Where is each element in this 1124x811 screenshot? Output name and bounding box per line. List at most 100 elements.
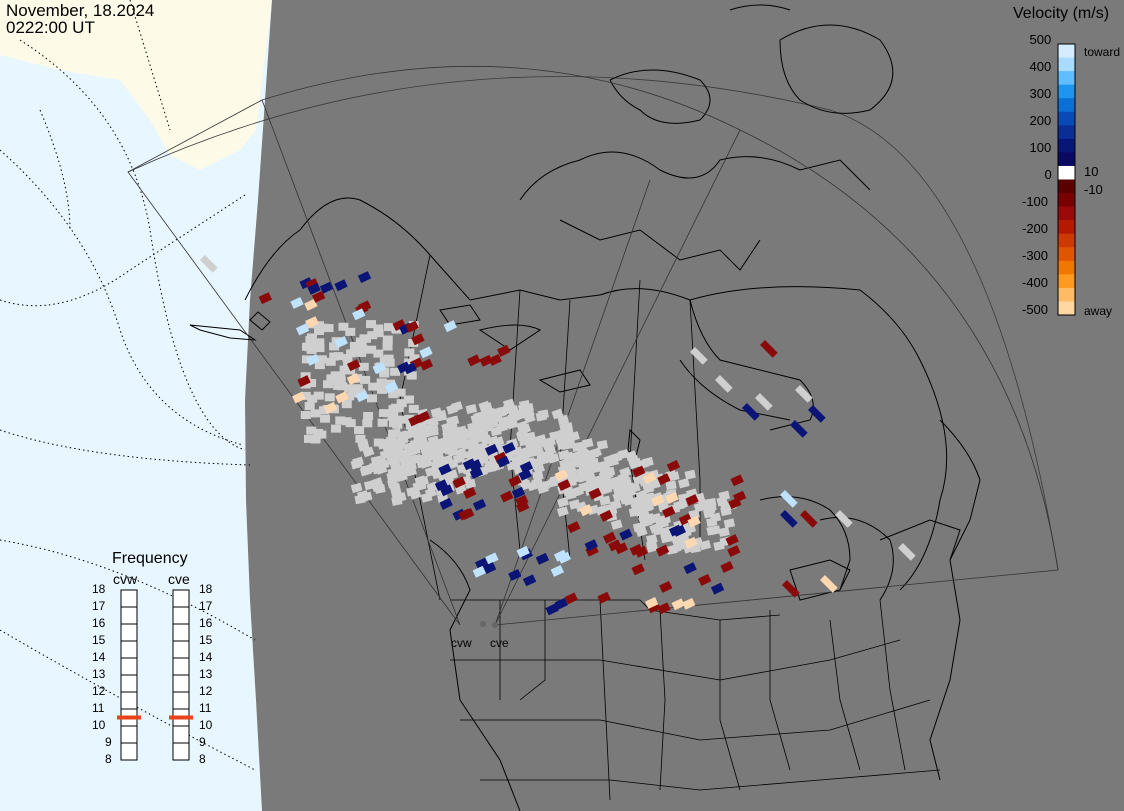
frequency-tick-left: 11 [92, 701, 105, 715]
state-border [599, 599, 611, 801]
scatter-cell [467, 421, 479, 433]
scatter-cell [346, 373, 361, 385]
scatter-cell [898, 543, 916, 561]
frequency-tick-left: 17 [92, 599, 106, 613]
scatter-cell [550, 565, 565, 577]
scatter-cell [599, 509, 614, 522]
scatter-cell [518, 400, 531, 410]
scatter-cell [534, 434, 547, 445]
scatter-cell [671, 598, 685, 611]
scatter-cell [367, 331, 378, 340]
scatter-cell [635, 526, 648, 537]
cvw-site-label: cvw [451, 636, 472, 650]
frequency-tick-left: 18 [92, 582, 106, 596]
scatter-cell [568, 487, 581, 498]
scatter-cell [515, 494, 529, 507]
scatter-cell [358, 362, 369, 371]
scatter-cell [551, 408, 564, 420]
colorbar-frame [1057, 43, 1076, 316]
cve-freq-label: cve [168, 571, 190, 587]
scatter-cell [484, 463, 496, 474]
scatter-cell [608, 539, 622, 552]
scatter-cell [511, 486, 526, 499]
scatter-cell [635, 506, 647, 517]
scatter-cell [320, 414, 331, 423]
scatter-cell [665, 492, 679, 504]
velocity-tick: 500 [1029, 32, 1052, 47]
scatter-cell [819, 575, 838, 593]
velocity-tick: -500 [1022, 302, 1049, 317]
scatter-cell [386, 471, 398, 482]
land-fill [245, 0, 1124, 811]
scatter-cell [408, 338, 419, 347]
scatter-cell [378, 409, 389, 418]
scatter-cell [409, 354, 420, 363]
cve-site-marker [492, 622, 498, 628]
scatter-cell [659, 580, 673, 593]
scatter-cell [614, 542, 628, 555]
colorbar-segment [1058, 165, 1075, 180]
scatter-cell [678, 478, 690, 489]
colorbar-segment [1058, 179, 1075, 194]
state-border [879, 599, 906, 771]
scatter-cell [436, 444, 449, 456]
coastline [439, 304, 481, 326]
state-border [719, 620, 741, 791]
scatter-cell [338, 322, 349, 331]
away-label: away [1084, 304, 1113, 318]
scatter-cell [403, 395, 414, 404]
scatter-cell [557, 479, 571, 492]
colorbar-segment [1058, 152, 1075, 167]
scatter-cell [579, 504, 593, 517]
scatter-cell [329, 342, 340, 351]
scatter-cell [627, 455, 640, 466]
scatter-cell [682, 597, 696, 610]
velocity-tick: 10 [1084, 164, 1099, 179]
scatter-cell [727, 545, 741, 557]
scatter-cell [516, 447, 529, 458]
scatter-cell [388, 408, 399, 417]
scatter-cell [672, 524, 686, 537]
scatter-cell [500, 490, 514, 503]
colorbar-segment [1058, 84, 1075, 99]
scatter-cell [405, 320, 419, 333]
scatter-cell [337, 382, 348, 391]
scatter-cell [597, 591, 611, 604]
scatter-cell [665, 480, 677, 491]
scatter-cell [344, 384, 355, 393]
scatter-cell [359, 465, 372, 477]
scatter-cell [599, 472, 611, 482]
scatter-cell [306, 426, 317, 435]
scatter-cell [531, 478, 544, 490]
scatter-cell [304, 402, 315, 411]
scatter-cell [420, 447, 433, 459]
scatter-cell [516, 500, 530, 513]
scatter-cell [608, 478, 620, 489]
cvw-fov-outline [261, 65, 741, 626]
coastline [189, 324, 257, 341]
frequency-tick-right: 14 [199, 650, 213, 664]
scatter-cell [420, 423, 432, 435]
scatter-cell [307, 394, 318, 403]
scatter-cell [446, 403, 459, 415]
scatter-cell [458, 508, 472, 521]
scatter-cell [537, 455, 549, 466]
scatter-cell [646, 542, 658, 553]
scatter-cell [335, 376, 346, 385]
scatter-cell [335, 416, 346, 425]
scatter-cell [395, 388, 406, 397]
toward-label: toward [1084, 45, 1121, 59]
colorbar-segment [1058, 274, 1075, 289]
scatter-cell [698, 573, 712, 586]
scatter-cell [642, 472, 657, 485]
coastline [779, 24, 894, 114]
scatter-cell [443, 320, 457, 333]
colorbar-segment [1058, 98, 1075, 113]
scatter-cell [585, 544, 599, 557]
scatter-cell [334, 279, 348, 292]
scatter-cell [305, 316, 319, 329]
frequency-tick-right: 11 [199, 701, 212, 715]
province-border [689, 299, 701, 545]
scatter-cell [439, 497, 453, 510]
